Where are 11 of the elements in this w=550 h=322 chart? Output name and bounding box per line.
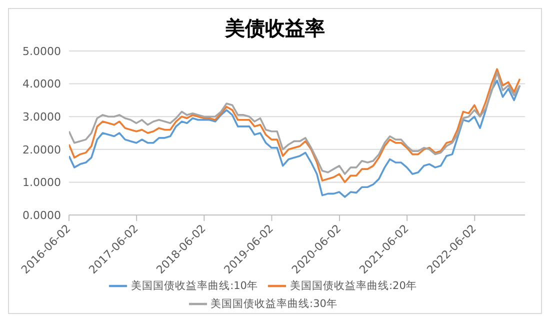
y-tick-label: 1.0000 [22, 176, 61, 190]
legend-label: 美国国债收益率曲线:10年 [131, 280, 258, 292]
legend-label: 美国国债收益率曲线:30年 [210, 298, 338, 310]
y-tick-label: 2.0000 [22, 143, 61, 156]
y-tick-label: 3.0000 [22, 110, 61, 124]
legend-label: 美国国债收益率曲线:20年 [290, 280, 417, 292]
y-tick-label: 4.0000 [22, 78, 61, 91]
y-tick-label: 5.0000 [22, 44, 61, 58]
line-series [69, 80, 521, 198]
chart-title: 美债收益率 [224, 15, 326, 42]
y-tick-label: 0.0000 [22, 208, 61, 222]
